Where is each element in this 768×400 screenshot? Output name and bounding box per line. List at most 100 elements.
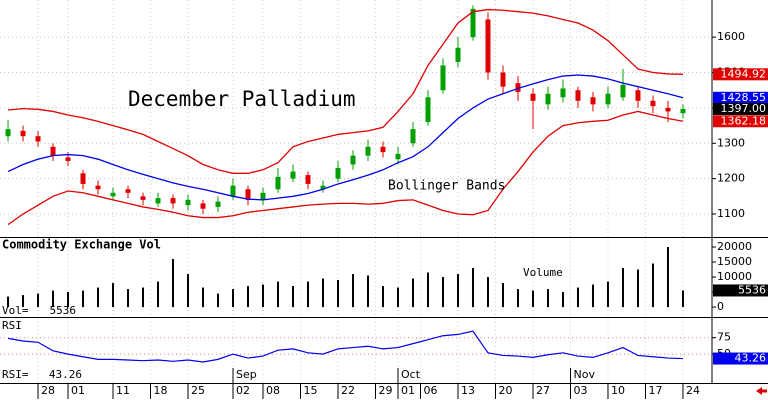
volume-bar bbox=[187, 274, 190, 308]
volume-bar bbox=[292, 286, 295, 308]
x-tick-label: 15 bbox=[304, 384, 318, 397]
volume-bar bbox=[127, 289, 130, 308]
y-tick-label: 1100 bbox=[717, 207, 745, 220]
candle-body bbox=[5, 129, 11, 137]
x-tick-label: 03 bbox=[573, 384, 587, 397]
candle-body bbox=[20, 130, 26, 137]
y-tick-label: 10000 bbox=[717, 270, 752, 283]
panel-title: RSI bbox=[2, 319, 22, 332]
volume-bar bbox=[486, 277, 489, 308]
y-tick-label: 15000 bbox=[717, 255, 752, 268]
candle-body bbox=[215, 201, 221, 207]
volume-bar bbox=[337, 280, 340, 308]
x-tick-label: 11 bbox=[116, 384, 130, 397]
last-value-label: 1397.00 bbox=[721, 102, 767, 115]
volume-bar bbox=[651, 263, 654, 308]
last-value-label: 43.26 bbox=[735, 352, 767, 365]
candle-body bbox=[425, 97, 431, 123]
volume-bar bbox=[681, 290, 684, 308]
last-value-box bbox=[713, 115, 768, 128]
candle-body bbox=[50, 146, 56, 156]
y-tick-label: 20000 bbox=[717, 240, 752, 253]
last-value-box bbox=[713, 284, 768, 297]
candle-body bbox=[350, 155, 356, 165]
candle-body bbox=[335, 168, 341, 179]
candle-body bbox=[650, 100, 656, 107]
volume-bar bbox=[37, 293, 40, 308]
volume-bar bbox=[531, 290, 534, 308]
readout-label: RSI= bbox=[2, 368, 29, 381]
candle-body bbox=[470, 8, 476, 38]
candle-body bbox=[455, 47, 461, 62]
x-tick-label: 22 bbox=[341, 384, 355, 397]
x-tick-label: 13 bbox=[461, 384, 475, 397]
annotation: Bollinger Bands bbox=[388, 179, 505, 194]
rsi-line bbox=[7, 330, 683, 363]
x-tick-label: 17 bbox=[648, 384, 662, 397]
volume-bar bbox=[546, 289, 549, 308]
volume-bar bbox=[471, 268, 474, 308]
candle-body bbox=[605, 93, 611, 105]
volume-bar bbox=[262, 284, 265, 308]
candle-body bbox=[170, 198, 176, 204]
volume-bar bbox=[411, 278, 414, 308]
candle-body bbox=[200, 203, 206, 209]
volume-bar bbox=[97, 287, 100, 308]
candle-body bbox=[575, 90, 581, 101]
candle-body bbox=[185, 199, 191, 206]
volume-bar bbox=[157, 281, 160, 308]
volume-bar bbox=[52, 290, 55, 308]
x-tick-label: 20 bbox=[498, 384, 512, 397]
candle-body bbox=[410, 129, 416, 144]
candle-body bbox=[665, 107, 671, 112]
candle-body bbox=[380, 146, 386, 153]
readout-value: 5536 bbox=[50, 304, 77, 317]
x-tick-label: 10 bbox=[611, 384, 625, 397]
x-tick-label: 01 bbox=[401, 384, 415, 397]
volume-bar bbox=[7, 296, 10, 308]
candle-body bbox=[80, 173, 86, 184]
candle-body bbox=[110, 192, 116, 197]
volume-bar bbox=[591, 284, 594, 308]
candle-body bbox=[440, 65, 446, 91]
x-tick-label: 06 bbox=[423, 384, 437, 397]
volume-bar bbox=[606, 281, 609, 308]
x-tick-label: 24 bbox=[686, 384, 700, 397]
x-tick-label: 27 bbox=[536, 384, 550, 397]
scroll-arrow[interactable] bbox=[756, 387, 767, 395]
candle-body bbox=[590, 97, 596, 105]
volume-bar bbox=[112, 283, 115, 308]
candle-body bbox=[365, 146, 371, 156]
candle-body bbox=[275, 176, 281, 190]
candle-body bbox=[560, 88, 566, 98]
bollinger-band bbox=[7, 110, 684, 226]
volume-bar bbox=[232, 289, 235, 308]
candle-body bbox=[260, 192, 266, 200]
x-tick-label: 28 bbox=[41, 384, 55, 397]
x-tick-label: 01 bbox=[71, 384, 85, 397]
candle-body bbox=[635, 90, 641, 101]
panel-title: Commodity Exchange Vol bbox=[2, 238, 161, 252]
candle-body bbox=[65, 157, 71, 161]
volume-bar bbox=[441, 277, 444, 308]
chart-title: December Palladium bbox=[128, 87, 356, 111]
last-value-label: 1494.92 bbox=[721, 67, 767, 80]
last-value-box bbox=[713, 91, 768, 104]
volume-bar bbox=[561, 292, 564, 308]
x-tick-label: 25 bbox=[191, 384, 205, 397]
y-tick-label: 0 bbox=[717, 300, 724, 313]
candle-body bbox=[485, 19, 491, 73]
volume-bar bbox=[501, 283, 504, 308]
candle-body bbox=[305, 175, 311, 184]
volume-bar bbox=[456, 274, 459, 308]
volume-bar bbox=[322, 278, 325, 308]
volume-bar bbox=[576, 287, 579, 308]
text-layer: December Palladium Bollinger Bands Commo… bbox=[2, 67, 768, 397]
x-tick-label: 18 bbox=[154, 384, 168, 397]
candle-body bbox=[530, 93, 536, 101]
y-tick-label: 1600 bbox=[717, 30, 745, 43]
